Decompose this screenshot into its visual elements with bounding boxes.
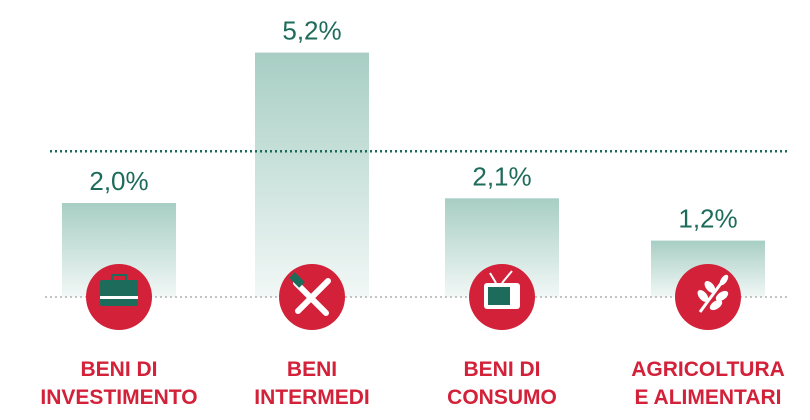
category-label: BENI INTERMEDI: [254, 358, 370, 409]
category-label: BENI DI CONSUMO: [447, 358, 557, 409]
briefcase-stripe: [100, 296, 138, 299]
wheat-stem: [698, 281, 724, 313]
tools-icon: [293, 278, 331, 316]
category-label: AGRICOLTURA E ALIMENTARI: [631, 358, 785, 409]
icons: [86, 264, 741, 330]
bar: [255, 52, 369, 297]
value-label: 5,2%: [282, 16, 341, 46]
value-label: 1,2%: [678, 204, 737, 234]
tv-antenna: [489, 270, 513, 284]
category-label: BENI DI INVESTIMENTO: [40, 358, 198, 409]
hammer-head: [289, 272, 305, 288]
tv-screen: [488, 287, 510, 305]
value-label: 2,1%: [472, 161, 531, 191]
value-label: 2,0%: [89, 166, 148, 196]
wheat-grains: [697, 274, 729, 311]
briefcase-handle: [111, 274, 127, 282]
briefcase-icon: [100, 280, 138, 306]
